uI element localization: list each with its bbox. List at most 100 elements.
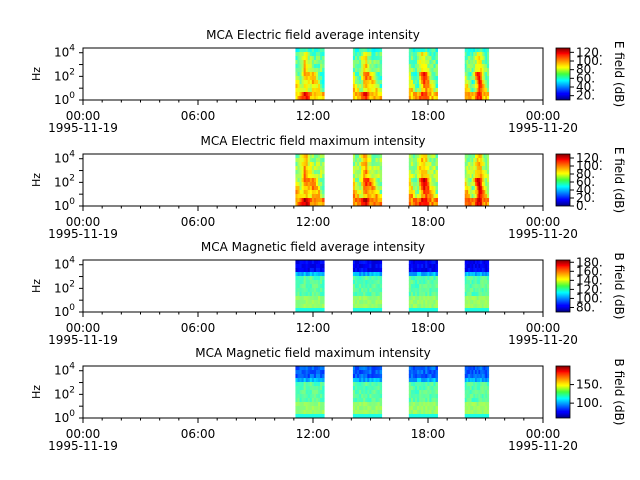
heatmap-cell <box>468 292 471 297</box>
heatmap-cell <box>361 80 364 85</box>
heatmap-cell <box>486 68 490 73</box>
heatmap-cell <box>354 390 358 395</box>
heatmap-cell <box>354 194 358 199</box>
heatmap-cell <box>483 202 486 207</box>
heatmap-cell <box>375 406 378 411</box>
heatmap-cell <box>485 190 488 195</box>
heatmap-cell <box>295 60 298 65</box>
heatmap-cell <box>373 378 376 383</box>
heatmap-cell <box>297 386 300 391</box>
heatmap-cell <box>480 402 483 407</box>
heatmap-cell <box>359 68 362 73</box>
heatmap-cell <box>466 64 469 69</box>
heatmap-cell <box>414 414 418 419</box>
heatmap-cell <box>369 394 372 399</box>
heatmap-cell <box>431 80 434 85</box>
heatmap-cell <box>469 296 472 301</box>
heatmap-cell <box>299 300 302 305</box>
heatmap-cell <box>485 390 488 395</box>
heatmap-cell <box>367 60 370 65</box>
heatmap-cell <box>305 96 309 101</box>
heatmap-cell <box>379 202 383 207</box>
heatmap-cell <box>361 190 364 195</box>
heatmap-cell <box>299 76 302 81</box>
heatmap-cell <box>429 174 432 179</box>
heatmap-cell <box>410 268 414 273</box>
heatmap-cell <box>320 390 323 395</box>
heatmap-cell <box>365 414 368 419</box>
heatmap-cell <box>313 390 317 395</box>
heatmap-cell <box>375 72 378 77</box>
heatmap-cell <box>367 88 370 93</box>
heatmap-cell <box>429 370 432 375</box>
heatmap-cell <box>301 304 305 309</box>
heatmap-cell <box>464 414 467 419</box>
heatmap-cell <box>483 52 486 57</box>
heatmap-cell <box>421 280 424 285</box>
heatmap-cell <box>359 182 362 187</box>
heatmap-cell <box>410 406 414 411</box>
heatmap-cell <box>367 378 370 383</box>
heatmap-cell <box>373 406 376 411</box>
heatmap-cell <box>464 194 467 199</box>
heatmap-cell <box>365 308 368 313</box>
heatmap-cell <box>303 92 307 97</box>
heatmap-cell <box>485 268 488 273</box>
heatmap-cell <box>357 154 360 159</box>
heatmap-cell <box>315 382 319 387</box>
heatmap-cell <box>431 276 434 281</box>
heatmap-cell <box>419 202 422 207</box>
heatmap-cell <box>379 194 383 199</box>
heatmap-cell <box>423 296 426 301</box>
heatmap-cell <box>313 288 317 293</box>
heatmap-cell <box>480 382 483 387</box>
heatmap-cell <box>311 406 315 411</box>
heatmap-cell <box>433 52 436 57</box>
heatmap-cell <box>307 202 311 207</box>
heatmap-cell <box>429 272 432 277</box>
x-tick-time: 18:00 <box>411 215 446 229</box>
heatmap-cell <box>309 370 313 375</box>
heatmap-cell <box>412 382 416 387</box>
heatmap-cell <box>295 280 298 285</box>
heatmap-cell <box>421 398 424 403</box>
heatmap-cell <box>379 68 383 73</box>
heatmap-cell <box>466 68 469 73</box>
heatmap-cell <box>318 414 321 419</box>
heatmap-cell <box>309 186 313 191</box>
heatmap-cell <box>433 374 436 379</box>
heatmap-cell <box>307 170 311 175</box>
heatmap-cell <box>425 190 428 195</box>
heatmap-cell <box>414 374 418 379</box>
x-tick-time: 06:00 <box>181 321 216 335</box>
heatmap-cell <box>309 80 313 85</box>
heatmap-cell <box>478 194 481 199</box>
heatmap-cell <box>313 414 317 419</box>
heatmap-cell <box>423 402 426 407</box>
heatmap-cell <box>480 166 483 171</box>
heatmap-cell <box>357 202 360 207</box>
heatmap-cell <box>410 264 414 269</box>
heatmap-cell <box>373 178 376 183</box>
heatmap-cell <box>431 166 434 171</box>
heatmap-cell <box>469 166 472 171</box>
heatmap-cell <box>309 170 313 175</box>
heatmap-cell <box>425 260 428 265</box>
heatmap-cell <box>301 260 305 265</box>
heatmap-cell <box>322 162 325 167</box>
heatmap-cell <box>421 374 424 379</box>
heatmap-cell <box>299 162 302 167</box>
heatmap-cell <box>421 268 424 273</box>
heatmap-cell <box>313 370 317 375</box>
heatmap-cell <box>352 268 356 273</box>
heatmap-cell <box>354 170 358 175</box>
heatmap-cell <box>464 198 467 203</box>
heatmap-cell <box>305 378 309 383</box>
heatmap-cell <box>433 268 436 273</box>
heatmap-cell <box>313 48 317 53</box>
heatmap-cell <box>320 186 323 191</box>
heatmap-cell <box>373 76 376 81</box>
heatmap-cell <box>429 162 432 167</box>
heatmap-cell <box>475 76 478 81</box>
heatmap-cell <box>322 260 325 265</box>
